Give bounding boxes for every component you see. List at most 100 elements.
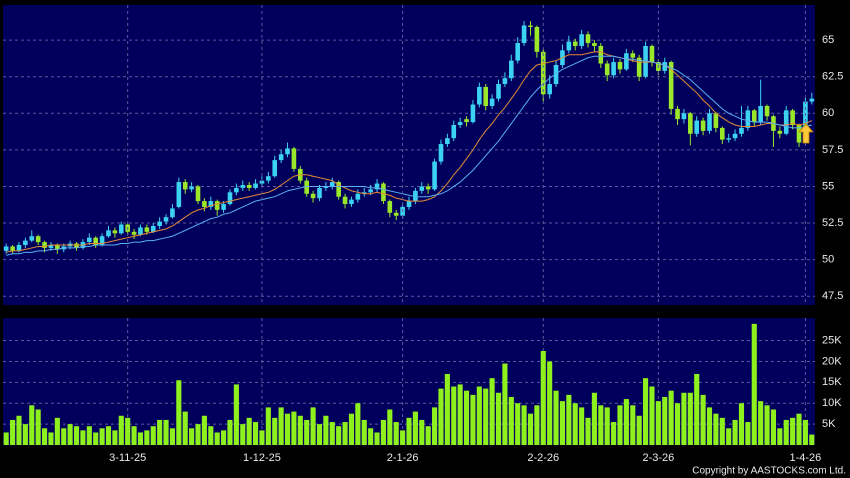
- y-tick-label: 20K: [822, 355, 842, 367]
- signal-arrow: [798, 123, 814, 144]
- candle-body: [470, 104, 476, 123]
- candle-body: [240, 185, 246, 188]
- moving-average-line: [6, 55, 812, 256]
- volume-bar: [713, 413, 719, 445]
- candle-body: [368, 189, 373, 193]
- volume-bar: [732, 419, 738, 445]
- candle-body: [790, 110, 795, 125]
- candle-body: [572, 41, 578, 46]
- candle-body: [74, 243, 79, 248]
- y-tick-label: 15K: [822, 376, 842, 388]
- candle-body: [719, 127, 725, 140]
- volume-bar: [508, 396, 514, 445]
- volume-bar: [547, 361, 553, 445]
- volume-bar: [348, 413, 355, 445]
- volume-bar: [304, 419, 310, 445]
- candle-body: [317, 187, 322, 199]
- candle-body: [681, 113, 687, 120]
- volume-bar: [572, 403, 578, 445]
- candle-body: [138, 227, 143, 235]
- y-tick-label: 10K: [822, 397, 842, 409]
- volume-bar: [476, 386, 482, 445]
- candle-body: [438, 144, 444, 162]
- volume-bar: [559, 401, 566, 445]
- volume-bar: [393, 422, 399, 445]
- candle-body: [636, 57, 642, 77]
- candle-body: [700, 120, 706, 131]
- volume-bar: [662, 396, 668, 445]
- y-tick-label: 62.5: [822, 71, 843, 83]
- volume-bar: [227, 419, 233, 445]
- volume-bar: [112, 430, 118, 445]
- volume-bar: [195, 424, 201, 445]
- volume-bar: [591, 392, 597, 445]
- candle-body: [23, 240, 28, 245]
- candle-body: [278, 154, 284, 161]
- volume-bar: [400, 430, 406, 445]
- candle-body: [598, 45, 604, 64]
- candle-body: [214, 201, 220, 210]
- candle-body: [157, 221, 162, 226]
- candle-body: [528, 25, 533, 27]
- candle-body: [445, 138, 450, 145]
- volume-bar: [368, 428, 374, 445]
- candle-body: [425, 186, 431, 190]
- volume-bar: [342, 422, 348, 445]
- candle-body: [688, 113, 693, 134]
- volume-bar: [406, 417, 412, 445]
- volume-bar: [144, 430, 150, 445]
- candle-body: [29, 236, 35, 241]
- volume-bar: [259, 430, 265, 445]
- candle-body: [483, 86, 489, 106]
- candle-body: [451, 125, 457, 139]
- candle-body: [170, 208, 175, 218]
- volume-bar: [67, 424, 73, 445]
- candle-body: [707, 113, 712, 131]
- volume-bar: [272, 417, 278, 445]
- candle-body: [144, 227, 150, 232]
- y-tick-label: 5K: [822, 418, 836, 430]
- candle-body: [189, 186, 194, 190]
- volume-bar: [579, 407, 585, 445]
- candle-body: [477, 86, 482, 105]
- candle-body: [553, 65, 559, 85]
- candle-body: [42, 242, 47, 248]
- candle-body: [617, 62, 623, 70]
- volume-bar: [284, 413, 291, 445]
- candle-body: [246, 185, 252, 188]
- candle-body: [643, 45, 648, 77]
- candle-body: [272, 160, 278, 177]
- volume-bar: [361, 419, 367, 445]
- volume-bar: [495, 392, 502, 445]
- volume-bar: [534, 405, 540, 445]
- candle-body: [592, 43, 597, 46]
- candle-body: [713, 113, 719, 128]
- candle-body: [496, 84, 501, 99]
- candle-body: [803, 101, 808, 143]
- candle-body: [489, 98, 495, 106]
- candle-body: [336, 182, 341, 197]
- volume-bar: [323, 415, 329, 445]
- candle-body: [381, 183, 386, 202]
- volume-bar: [22, 424, 28, 445]
- volume-bar: [240, 424, 246, 445]
- candle-body: [413, 190, 418, 202]
- candle-body: [796, 125, 802, 143]
- volume-bar: [316, 424, 323, 445]
- volume-bar: [802, 419, 808, 445]
- candle-body: [291, 148, 297, 169]
- volume-bar: [681, 392, 687, 445]
- candle-body: [387, 201, 393, 213]
- volume-bar: [470, 394, 476, 445]
- volume-bar: [463, 390, 470, 445]
- y-tick-label: 60: [822, 107, 834, 119]
- candle-body: [502, 78, 508, 85]
- volume-bar: [553, 390, 559, 445]
- candle-body: [764, 105, 770, 117]
- candle-body: [566, 41, 572, 51]
- volume-bar: [630, 405, 636, 445]
- y-tick-label: 52.5: [822, 217, 843, 229]
- volume-bar: [35, 409, 41, 445]
- volume-bar: [451, 386, 457, 445]
